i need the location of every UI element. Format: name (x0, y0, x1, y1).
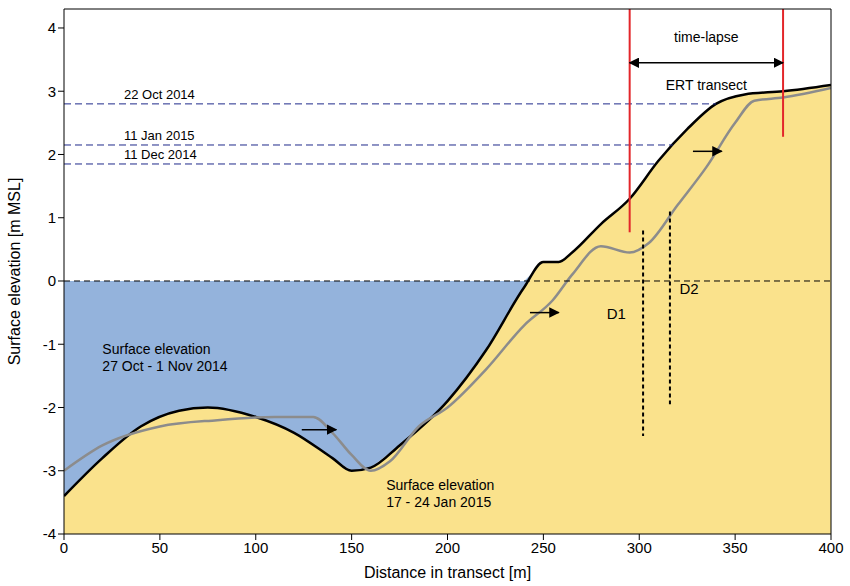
svg-text:D2: D2 (680, 280, 699, 297)
svg-text:1: 1 (48, 209, 56, 226)
svg-text:100: 100 (243, 539, 268, 556)
svg-text:Surface elevation17 - 24 Jan 2: Surface elevation17 - 24 Jan 2015 (386, 477, 494, 510)
svg-text:Surface elevation27 Oct - 1 No: Surface elevation27 Oct - 1 Nov 2014 (102, 341, 228, 374)
svg-text:4: 4 (48, 19, 56, 36)
svg-text:-4: -4 (43, 525, 56, 542)
svg-text:150: 150 (339, 539, 364, 556)
svg-text:300: 300 (627, 539, 652, 556)
svg-text:22 Oct 2014: 22 Oct 2014 (124, 87, 195, 102)
svg-text:250: 250 (531, 539, 556, 556)
svg-text:-1: -1 (43, 336, 56, 353)
svg-text:11 Dec 2014: 11 Dec 2014 (124, 147, 197, 162)
svg-text:2: 2 (48, 146, 56, 163)
svg-text:0: 0 (48, 272, 56, 289)
svg-text:11 Jan 2015: 11 Jan 2015 (124, 128, 195, 143)
svg-text:200: 200 (435, 539, 460, 556)
svg-text:50: 50 (152, 539, 169, 556)
svg-text:Distance in transect [m]: Distance in transect [m] (364, 564, 531, 581)
svg-text:0: 0 (60, 539, 68, 556)
svg-text:-2: -2 (43, 399, 56, 416)
svg-text:D1: D1 (607, 305, 626, 322)
svg-text:3: 3 (48, 83, 56, 100)
svg-text:time-lapse: time-lapse (674, 29, 739, 45)
svg-text:Surface elevation [m MSL]: Surface elevation [m MSL] (6, 178, 23, 366)
svg-text:350: 350 (723, 539, 748, 556)
svg-text:-3: -3 (43, 462, 56, 479)
svg-text:ERT transect: ERT transect (666, 77, 747, 93)
svg-text:400: 400 (818, 539, 843, 556)
